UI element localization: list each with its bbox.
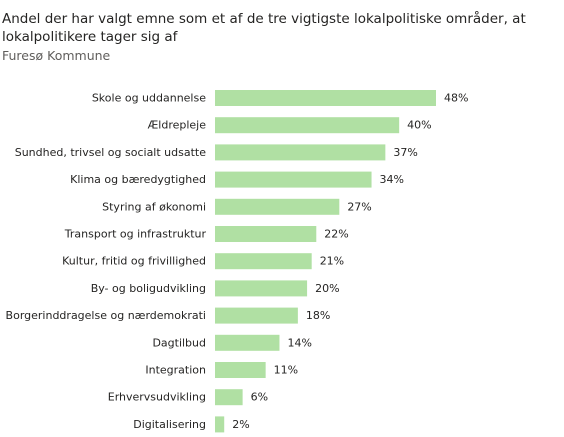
bar[interactable] — [215, 198, 340, 215]
value-label: 37% — [393, 146, 417, 159]
bar[interactable] — [215, 117, 400, 134]
category-label: Transport og infrastruktur — [64, 228, 207, 241]
value-label: 2% — [232, 418, 249, 431]
chart-title: Andel der har valgt emne som et af de tr… — [2, 11, 526, 45]
category-label: Klima og bæredygtighed — [70, 173, 206, 186]
category-label: Sundhed, trivsel og socialt udsatte — [15, 146, 207, 159]
category-label: Erhvervsudvikling — [108, 391, 206, 404]
bar[interactable] — [215, 171, 372, 188]
bar[interactable] — [215, 280, 308, 297]
category-label: Borgerinddragelse og nærdemokrati — [6, 309, 206, 322]
value-label: 18% — [306, 309, 330, 322]
bar[interactable] — [215, 362, 266, 378]
bar[interactable] — [215, 307, 298, 324]
value-label: 34% — [380, 173, 404, 186]
value-label: 14% — [287, 336, 311, 349]
bar[interactable] — [215, 226, 317, 242]
value-label: 21% — [320, 255, 344, 268]
category-label: Ældrepleje — [148, 119, 207, 132]
value-label: 40% — [407, 119, 431, 132]
bar[interactable] — [215, 144, 386, 161]
value-label: 27% — [347, 200, 371, 213]
bar[interactable] — [215, 389, 243, 406]
bar[interactable] — [215, 334, 280, 351]
value-label: 22% — [324, 228, 348, 241]
category-label: Digitalisering — [133, 418, 206, 431]
chart-subtitle: Furesø Kommune — [2, 48, 111, 63]
category-label: Skole og uddannelse — [92, 92, 206, 105]
value-label: 48% — [444, 92, 468, 105]
category-label: By- og boligudvikling — [91, 282, 206, 295]
bar[interactable] — [215, 90, 436, 106]
value-label: 20% — [315, 282, 339, 295]
category-label: Dagtilbud — [152, 336, 206, 349]
category-label: Integration — [145, 364, 206, 377]
value-label: 6% — [251, 391, 268, 404]
bar[interactable] — [215, 253, 312, 270]
value-label: 11% — [274, 364, 298, 377]
bar[interactable] — [215, 416, 225, 433]
category-label: Kultur, fritid og frivillighed — [62, 255, 206, 268]
category-label: Styring af økonomi — [102, 200, 206, 213]
